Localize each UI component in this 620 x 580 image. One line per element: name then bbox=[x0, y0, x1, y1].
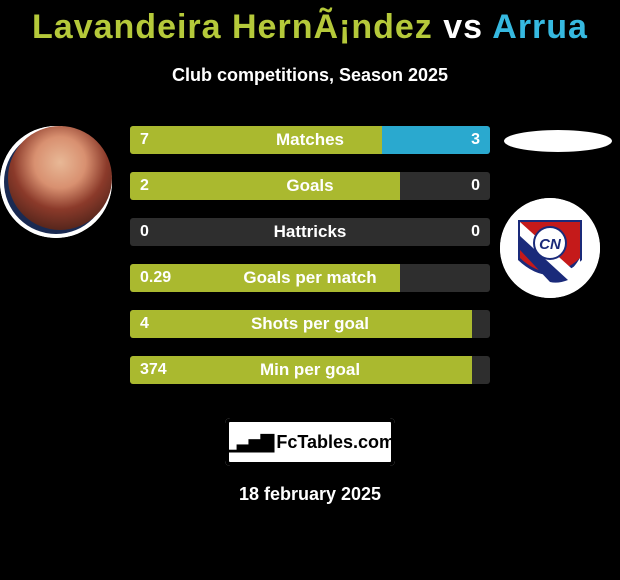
stat-row: 73Matches bbox=[130, 126, 490, 154]
subtitle: Club competitions, Season 2025 bbox=[0, 65, 620, 86]
chart-bars-icon: ▁▃▅▇ bbox=[225, 437, 272, 447]
stats-area: LIANZ 1901 CN 73Matches20Goals00Hattrick… bbox=[0, 126, 620, 406]
club-badge-right: CN bbox=[500, 198, 600, 298]
branding-text: FcTables.com bbox=[276, 432, 395, 453]
stat-row: 4Shots per goal bbox=[130, 310, 490, 338]
stat-row: 0.29Goals per match bbox=[130, 264, 490, 292]
stats-bars: 73Matches 20Goals 00Hattricks 0.29Goals per… bbox=[130, 126, 490, 402]
stat-label: Shots per goal bbox=[130, 310, 490, 338]
page-title: Lavandeira HernÃ¡ndez vs Arrua bbox=[0, 8, 620, 47]
stat-label: Goals bbox=[130, 172, 490, 200]
date-text: 18 february 2025 bbox=[0, 484, 620, 505]
stat-label: Goals per match bbox=[130, 264, 490, 292]
stat-row: 374Min per goal bbox=[130, 356, 490, 384]
stat-row: 00Hattricks bbox=[130, 218, 490, 246]
stat-label: Min per goal bbox=[130, 356, 490, 384]
branding-badge: ▁▃▅▇ FcTables.com bbox=[225, 418, 395, 466]
stat-label: Matches bbox=[130, 126, 490, 154]
player-avatar-right-placeholder bbox=[504, 130, 612, 152]
stat-row: 20Goals bbox=[130, 172, 490, 200]
player-avatar-left bbox=[8, 126, 112, 230]
svg-text:CN: CN bbox=[539, 236, 562, 253]
stat-label: Hattricks bbox=[130, 218, 490, 246]
